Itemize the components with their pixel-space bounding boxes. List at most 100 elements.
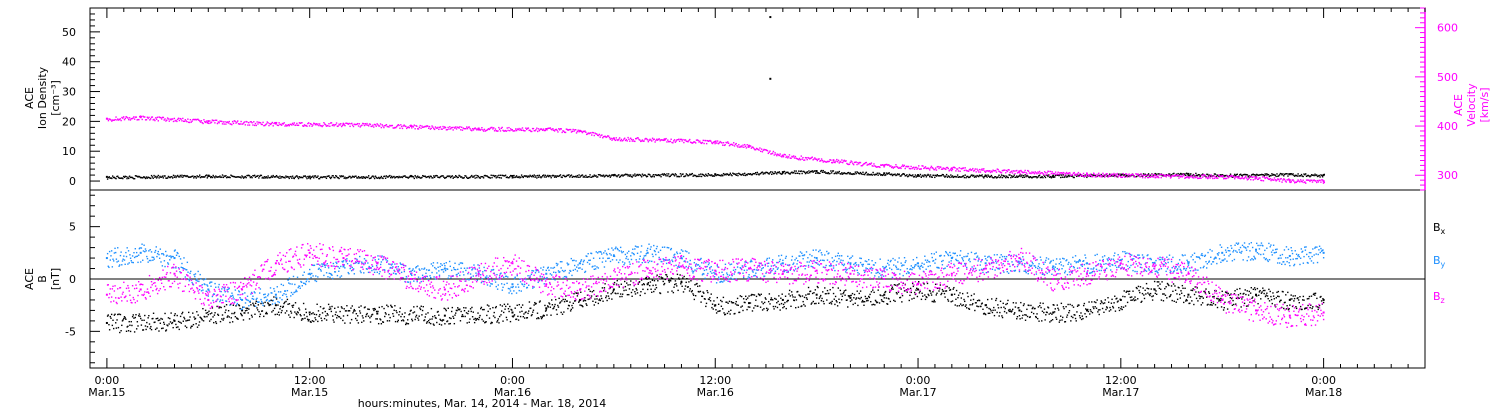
velocity-point xyxy=(1021,171,1023,173)
bx-point xyxy=(944,296,946,298)
bx-point xyxy=(882,295,884,297)
density-point xyxy=(561,176,563,179)
velocity-point xyxy=(255,124,258,127)
bx-point xyxy=(967,295,969,298)
bx-point xyxy=(384,315,386,318)
velocity-point xyxy=(749,145,752,147)
velocity-point xyxy=(906,165,908,168)
bx-point xyxy=(1008,310,1011,313)
density-point xyxy=(1038,175,1040,177)
density-point xyxy=(110,177,112,179)
density-point xyxy=(325,177,328,180)
density-point xyxy=(1298,175,1300,177)
velocity-point xyxy=(795,157,797,160)
density-point xyxy=(1117,173,1119,175)
bx-point xyxy=(835,300,837,302)
velocity-point xyxy=(952,166,955,169)
velocity-point xyxy=(1048,170,1050,173)
velocity-point xyxy=(1063,172,1065,174)
density-point xyxy=(907,175,910,177)
velocity-point xyxy=(564,131,566,134)
density-point xyxy=(361,176,363,178)
bx-point xyxy=(1240,306,1242,308)
bx-point xyxy=(252,304,255,306)
bx-point xyxy=(226,316,228,318)
bx-point xyxy=(582,305,584,308)
bx-point xyxy=(711,303,714,305)
bx-point xyxy=(375,318,377,320)
density-point xyxy=(345,177,347,180)
bx-point xyxy=(735,300,737,303)
bx-point xyxy=(674,280,677,282)
bx-point xyxy=(1309,306,1311,309)
bx-point xyxy=(231,321,234,323)
velocity-point xyxy=(956,168,959,170)
density-point xyxy=(342,175,345,177)
velocity-point xyxy=(1105,173,1108,175)
density-point xyxy=(1201,173,1204,175)
density-point xyxy=(265,176,268,178)
density-point xyxy=(144,176,146,179)
density-point xyxy=(311,176,313,178)
bx-point xyxy=(599,299,602,302)
bx-point xyxy=(177,320,180,323)
bx-point xyxy=(1000,306,1002,309)
bx-point xyxy=(738,311,741,314)
density-point xyxy=(547,175,550,178)
bx-point xyxy=(998,315,1000,317)
density-point xyxy=(959,176,961,178)
velocity-point xyxy=(752,146,754,149)
velocity-point xyxy=(477,127,480,130)
velocity-point xyxy=(799,159,802,161)
bx-point xyxy=(474,317,477,320)
velocity-point xyxy=(241,123,243,125)
bx-point xyxy=(1198,295,1200,297)
density-point xyxy=(1295,174,1298,177)
density-point xyxy=(841,173,844,175)
bx-point xyxy=(422,305,424,308)
density-point xyxy=(504,175,506,177)
velocity-point xyxy=(781,154,784,157)
bx-point xyxy=(145,328,147,331)
bx-point xyxy=(873,291,875,294)
velocity-point xyxy=(619,140,622,142)
velocity-point xyxy=(204,121,207,124)
density-point xyxy=(256,175,258,177)
density-point xyxy=(644,174,646,176)
bx-point xyxy=(916,295,919,298)
velocity-point xyxy=(1108,174,1110,177)
velocity-point xyxy=(567,129,569,131)
velocity-point xyxy=(798,158,800,161)
density-point xyxy=(767,172,770,175)
bx-point xyxy=(623,289,625,292)
velocity-point xyxy=(254,122,257,125)
density-point xyxy=(746,174,748,176)
velocity-point xyxy=(902,165,905,168)
velocity-point xyxy=(1306,179,1309,181)
bx-point xyxy=(776,302,778,304)
density-point xyxy=(387,176,389,178)
bx-point xyxy=(117,326,120,329)
density-point xyxy=(760,171,763,174)
density-point xyxy=(873,173,875,176)
velocity-point xyxy=(609,138,612,140)
bx-point xyxy=(323,317,326,320)
bx-point xyxy=(258,315,261,318)
bx-point xyxy=(330,310,333,313)
density-point xyxy=(1194,175,1196,177)
velocity-point xyxy=(1098,172,1100,175)
bx-point xyxy=(213,321,215,324)
velocity-point xyxy=(175,119,177,122)
velocity-point xyxy=(591,131,594,134)
density-point xyxy=(667,173,670,175)
bx-point xyxy=(1166,297,1168,299)
bx-point xyxy=(327,303,330,306)
velocity-point xyxy=(193,118,195,121)
velocity-point xyxy=(1039,172,1042,175)
bx-point xyxy=(553,307,555,309)
bx-point xyxy=(870,300,872,303)
velocity-point xyxy=(1069,172,1071,174)
density-point xyxy=(970,174,972,177)
velocity-point xyxy=(989,171,992,174)
density-point xyxy=(302,176,304,179)
